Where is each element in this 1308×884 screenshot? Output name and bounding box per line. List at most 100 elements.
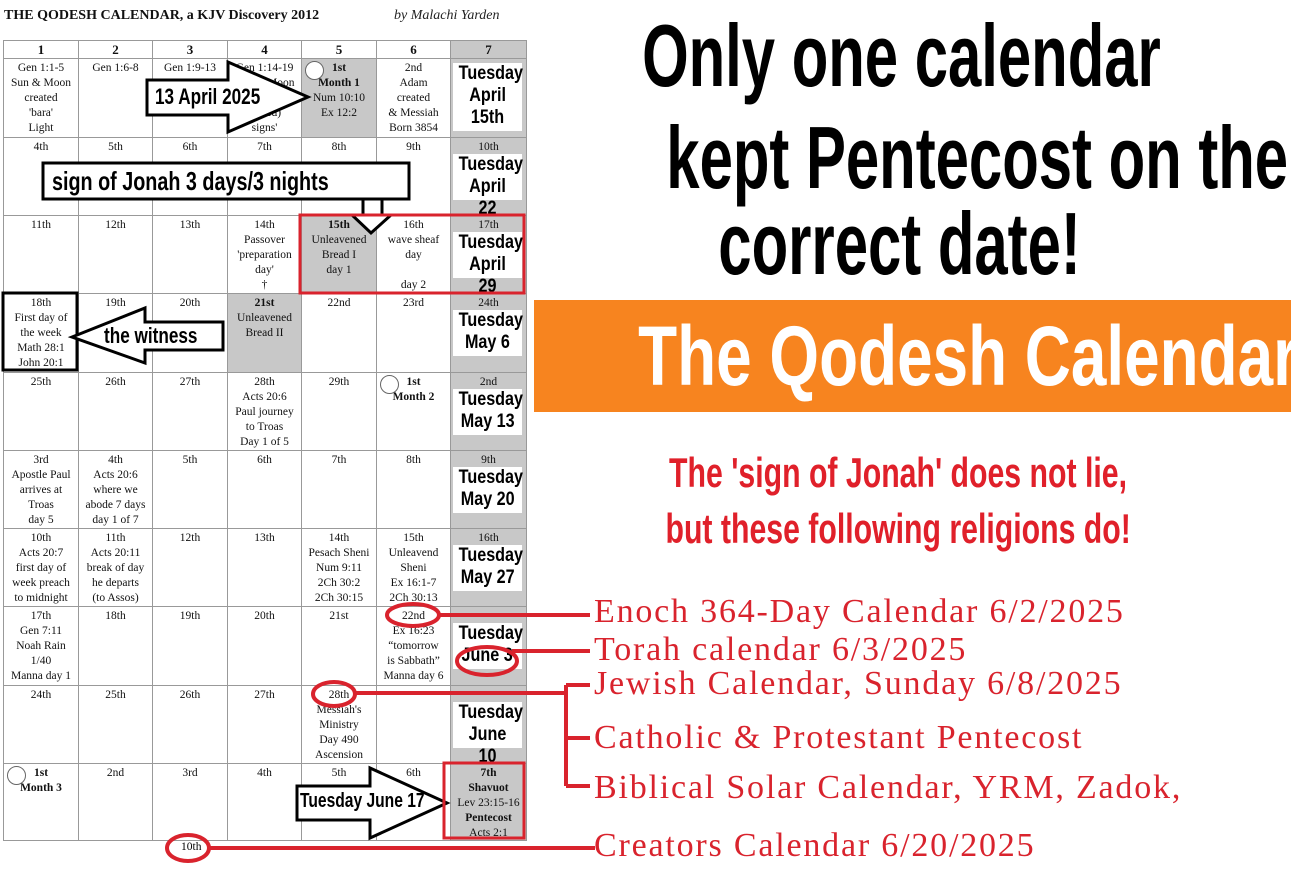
tuesday-label-text: Tuesday: [458, 467, 524, 488]
cell-text: Paul journey: [235, 406, 294, 418]
cell-text: Day 490: [319, 734, 359, 746]
subheadline-2: but these following religions do!: [665, 505, 1131, 552]
calendar-title: THE QODESH CALENDAR, a KJV Discovery 201…: [4, 8, 320, 23]
cell-text: Unleavened: [311, 234, 367, 246]
callout-june-17: Tuesday June 17: [300, 790, 425, 812]
first-day-box: [1, 291, 79, 372]
cell-text: 16th: [478, 532, 499, 544]
cell-text: break of day: [86, 562, 145, 574]
cell-text: Sun & Moon: [10, 77, 72, 89]
cell-text: (to Assos): [92, 592, 139, 604]
tuesday-date-label: Tuesday May 13: [453, 389, 523, 435]
cell-text: arrives at: [19, 484, 63, 496]
cell-text: 3rd: [182, 767, 198, 779]
cell-text: to Troas: [245, 421, 284, 433]
cell-text: 5th: [182, 454, 198, 466]
religion-enoch: Enoch 364-Day Calendar 6/2/2025: [594, 593, 1125, 630]
religion-torah: Torah calendar 6/3/2025: [594, 631, 968, 668]
tuesday-date-label: Tuesday June 10: [453, 702, 524, 767]
cell-text: 2nd: [404, 62, 423, 74]
cell-text: Gen 1:1-5: [17, 62, 65, 74]
calendar-day-cell: 4th Acts 20:6 where we abode 7 days day 1 of…: [78, 450, 153, 529]
tuesday-date-label: Tuesday May 27: [453, 545, 523, 591]
cell-text: 2Ch 30:15: [314, 592, 364, 604]
cell-text: Acts 2:1: [469, 827, 508, 839]
cell-text: Adam: [399, 77, 428, 89]
cell-text: to midnight: [14, 592, 68, 604]
cell-text: day 2: [400, 279, 427, 291]
callout-witness: the witness: [104, 323, 198, 348]
cell-text: Gen 1:9-13: [163, 62, 217, 74]
cell-text: Troas: [28, 499, 54, 511]
cell-text: created: [24, 92, 58, 104]
cell-text: 1st: [331, 62, 347, 74]
qodesh-banner: The Qodesh Calendar: [534, 300, 1298, 412]
tuesday-label-text: May 27: [460, 567, 515, 588]
cell-text: Acts 20:6: [242, 391, 287, 403]
cell-text: he departs: [92, 577, 139, 589]
circle-june-3: [455, 645, 519, 677]
cell-text: 14th: [328, 532, 350, 544]
cell-text: 23rd: [402, 297, 425, 309]
cell-text: 11th: [105, 532, 126, 544]
cell-text: 17th: [30, 610, 52, 622]
cell-text: & Messiah: [388, 107, 439, 119]
cell-text: 22nd: [327, 297, 351, 309]
tuesday-date-label: Tuesday April 15th: [453, 63, 524, 131]
cell-text: 8th: [331, 141, 347, 153]
calendar-day-cell: 21st Unleavened Bread II: [227, 293, 302, 373]
tuesday-date-label: Tuesday April 22: [453, 154, 524, 219]
religion-jewish: Jewish Calendar, Sunday 6/8/2025: [594, 665, 1123, 702]
cell-text: Lev 23:15-16: [457, 797, 520, 809]
cell-text: 12th: [105, 219, 126, 231]
cell-text: 26th: [105, 376, 126, 388]
cell-text: 10th: [478, 141, 499, 153]
cell-text: 6th: [182, 141, 198, 153]
tuesday-label-text: Tuesday: [458, 154, 524, 175]
cell-text: Month 1: [318, 77, 360, 89]
cell-text: 26th: [179, 689, 201, 701]
new-moon-icon: [7, 766, 26, 785]
cell-text: Acts 20:11: [90, 547, 141, 559]
cell-text: 15th: [328, 219, 350, 231]
religion-creators: Creators Calendar 6/20/2025: [594, 827, 1036, 864]
tuesday-label-text: Tuesday: [458, 702, 524, 723]
cell-text: 27th: [254, 689, 275, 701]
cell-text: 4th: [257, 767, 272, 779]
headline-line-1: Only one calendar: [642, 6, 1161, 105]
cell-text: 8th: [406, 454, 421, 466]
tuesday-label-text: Tuesday: [458, 63, 524, 84]
cell-text: 7th: [331, 454, 347, 466]
cell-text: 9th: [481, 454, 496, 466]
cell-text: Month 3: [20, 782, 62, 794]
tuesday-label-text: May 13: [460, 411, 515, 432]
cell-text: created: [396, 92, 431, 104]
cell-text: 12th: [179, 532, 201, 544]
arrow-witness: [67, 305, 225, 366]
calendar-day-cell: 2nd Adam created & Messiah Born 3854: [376, 58, 451, 138]
cell-text: Math 28:1: [17, 342, 65, 354]
cell-text: 11th: [30, 219, 52, 231]
cell-text: 3rd: [33, 454, 49, 466]
cell-text: Month 2: [392, 391, 435, 403]
cell-text: 28th: [254, 376, 275, 388]
cell-text: 7th: [480, 767, 497, 779]
cell-text: 25th: [30, 376, 52, 388]
tuesday-label-text: Tuesday: [458, 232, 524, 253]
cell-text: 24th: [478, 297, 499, 309]
headline-line-2: kept Pentecost on the: [666, 108, 1289, 207]
jonah-box: [41, 161, 411, 201]
cell-text: Num 9:11: [316, 562, 362, 574]
calendar-day-cell: 28th Acts 20:6 Paul journey to Troas Day 1 o…: [227, 372, 302, 451]
cell-text: Born 3854: [389, 122, 438, 134]
cell-text: day 1: [326, 264, 352, 276]
tuesday-label-text: May 20: [460, 489, 515, 510]
cell-text: day': [255, 264, 274, 276]
cell-text: day 5: [28, 514, 54, 526]
cell-text: First day of: [14, 312, 68, 324]
cell-text: 18th: [105, 610, 126, 622]
calendar-day-cell: 1st Month 1 Num 10:10 Ex 12:2: [301, 58, 377, 138]
cell-text: day: [405, 249, 422, 261]
cell-text: 2Ch 30:13: [389, 592, 438, 604]
